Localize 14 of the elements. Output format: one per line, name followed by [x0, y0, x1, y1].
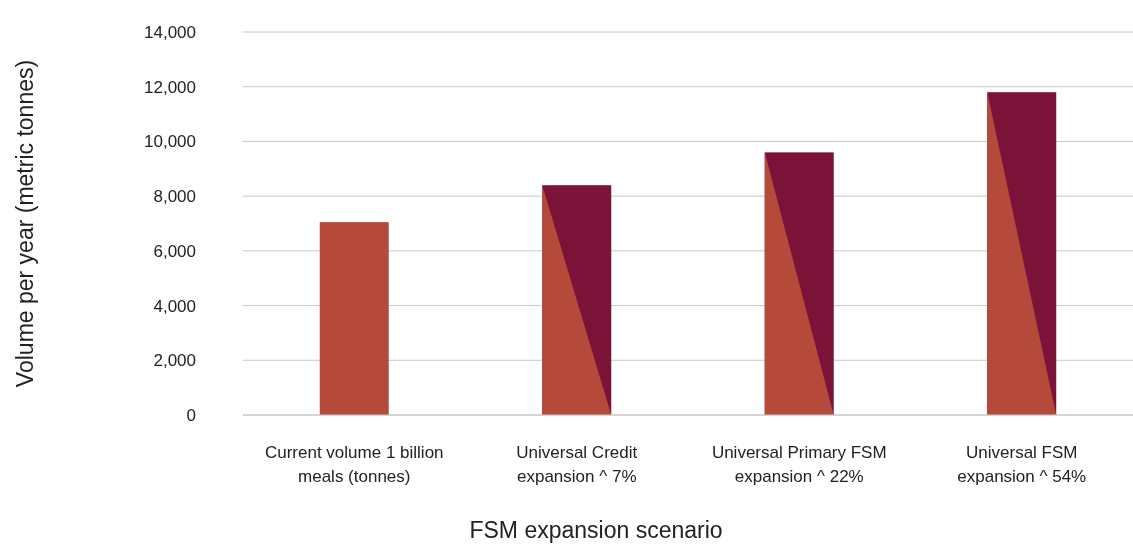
y-tick-label: 4,000 [153, 296, 196, 316]
y-tick-label: 6,000 [153, 241, 196, 261]
x-tick-label: Universal Credit expansion ^ 7% [516, 443, 638, 486]
y-tick-label: 0 [186, 405, 196, 425]
x-tick-label: Universal Primary FSM expansion ^ 22% [711, 443, 887, 486]
y-tick-label: 12,000 [144, 77, 196, 97]
y-tick-label: 14,000 [144, 22, 196, 42]
y-tick-label: 8,000 [153, 187, 196, 207]
y-tick-label: 10,000 [144, 132, 196, 152]
y-axis-title: Volume per year (metric tonnes) [12, 59, 38, 388]
x-tick-label: Universal FSM expansion ^ 54% [957, 443, 1087, 486]
y-tick-label: 2,000 [153, 351, 196, 371]
x-tick-label: Current volume 1 billion meals (tonnes) [264, 443, 444, 486]
x-axis-title: FSM expansion scenario [469, 517, 723, 543]
